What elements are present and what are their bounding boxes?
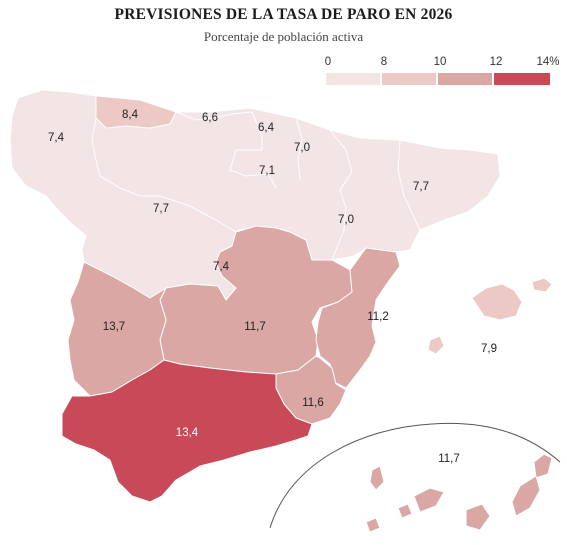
label-madrid: 7,4	[213, 261, 230, 273]
label-extremadura: 13,7	[103, 321, 125, 333]
legend-tick-0: 0	[324, 56, 332, 68]
region-canarias-lanzarote	[533, 453, 553, 479]
label-baleares: 7,9	[481, 343, 497, 355]
region-asturias	[95, 95, 177, 129]
label-valencia: 11,2	[367, 311, 389, 323]
label-aragon: 7,0	[338, 214, 354, 226]
legend-tick-8: 8	[380, 56, 388, 68]
label-canarias: 11,7	[438, 453, 460, 465]
region-baleares-menorca	[531, 277, 553, 293]
region-valencia	[315, 247, 401, 389]
label-la-rioja: 7,1	[259, 165, 275, 177]
region-canarias-lapalma	[369, 465, 385, 491]
label-galicia: 7,4	[48, 132, 65, 144]
label-andalucia: 13,4	[176, 427, 199, 439]
label-asturias: 8,4	[122, 109, 139, 121]
region-canarias-grancanaria	[465, 503, 491, 531]
map-subtitle: Porcentaje de población activa	[203, 29, 364, 44]
label-cataluna: 7,7	[413, 181, 429, 193]
legend-swatch-12-14	[494, 73, 550, 85]
canarias-inset-border	[269, 422, 561, 529]
region-andalucia	[61, 359, 313, 503]
label-cantabria: 6,6	[202, 112, 218, 124]
region-baleares-ibiza	[427, 335, 445, 355]
label-murcia: 11,6	[302, 397, 324, 409]
map-title: PREVISIONES DE LA TASA DE PARO EN 2026	[114, 6, 453, 23]
label-castilla-leon: 7,7	[153, 203, 169, 215]
region-canarias-gomera	[397, 503, 413, 519]
legend-tick-14: 14%	[536, 56, 560, 68]
legend: 0 8 10 12 14%	[318, 56, 560, 90]
legend-swatch-10-12	[438, 73, 492, 85]
label-navarra: 7,0	[294, 142, 310, 154]
label-castilla-la-mancha: 11,7	[244, 321, 266, 333]
legend-tick-12: 12	[489, 56, 503, 68]
legend-tick-10: 10	[433, 56, 447, 68]
legend-swatch-8-10	[382, 73, 436, 85]
region-canarias-fuerteventura	[511, 475, 541, 517]
legend-swatch-0-8	[326, 73, 380, 85]
region-canarias-hierro	[365, 517, 381, 533]
internal-borders	[91, 111, 421, 261]
label-pais-vasco: 6,4	[258, 122, 275, 134]
region-canarias-tenerife	[413, 487, 445, 513]
region-baleares-mallorca	[471, 283, 523, 321]
